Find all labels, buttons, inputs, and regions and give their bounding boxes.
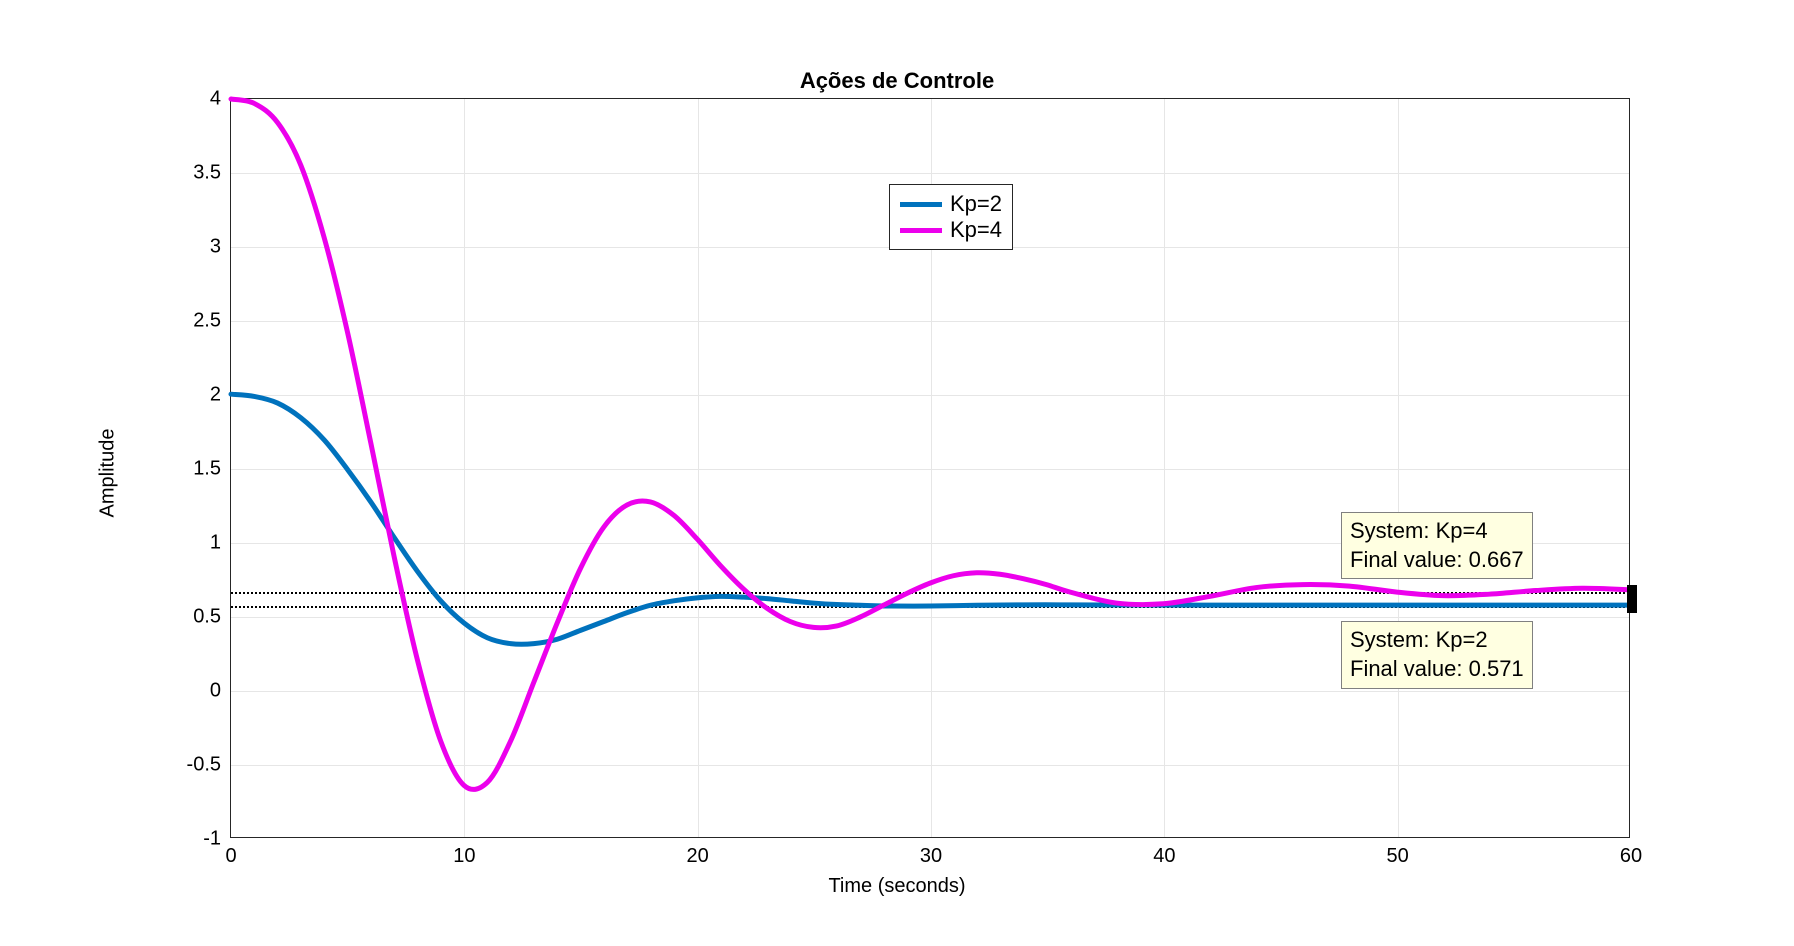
legend: Kp=2Kp=4 [889, 184, 1013, 250]
data-tip-line: Final value: 0.667 [1350, 546, 1524, 575]
chart-title: Ações de Controle [0, 68, 1794, 94]
y-tick-label: 3.5 [193, 162, 221, 185]
legend-swatch [900, 228, 942, 233]
data-tip-marker [1627, 585, 1637, 599]
x-tick-label: 60 [1620, 845, 1642, 868]
y-tick-label: 1 [210, 532, 221, 555]
x-axis-label: Time (seconds) [0, 875, 1794, 898]
legend-item: Kp=2 [900, 191, 1002, 217]
chart-container: Ações de Controle Amplitude Time (second… [0, 0, 1794, 946]
data-tip: System: Kp=4Final value: 0.667 [1341, 512, 1533, 579]
x-tick-label: 20 [687, 845, 709, 868]
y-tick-label: -1 [203, 828, 221, 851]
data-tip-line: System: Kp=2 [1350, 626, 1524, 655]
y-tick-label: 3 [210, 236, 221, 259]
data-tip: System: Kp=2Final value: 0.571 [1341, 621, 1533, 688]
legend-item: Kp=4 [900, 217, 1002, 243]
y-tick-label: 1.5 [193, 458, 221, 481]
x-tick-label: 30 [920, 845, 942, 868]
y-tick-label: -0.5 [187, 754, 221, 777]
y-tick-label: 0.5 [193, 606, 221, 629]
x-tick-label: 40 [1153, 845, 1175, 868]
legend-swatch [900, 202, 942, 207]
x-tick-label: 0 [225, 845, 236, 868]
y-tick-label: 2.5 [193, 310, 221, 333]
y-axis-label: Amplitude [97, 429, 120, 518]
data-tip-line: System: Kp=4 [1350, 517, 1524, 546]
y-tick-label: 0 [210, 680, 221, 703]
data-tip-line: Final value: 0.571 [1350, 655, 1524, 684]
legend-label: Kp=2 [950, 191, 1002, 217]
data-tip-marker [1627, 599, 1637, 613]
plot-area: 0102030405060-1-0.500.511.522.533.54Kp=2… [230, 98, 1630, 838]
x-tick-label: 10 [453, 845, 475, 868]
legend-label: Kp=4 [950, 217, 1002, 243]
y-tick-label: 2 [210, 384, 221, 407]
y-tick-label: 4 [210, 88, 221, 111]
x-tick-label: 50 [1387, 845, 1409, 868]
